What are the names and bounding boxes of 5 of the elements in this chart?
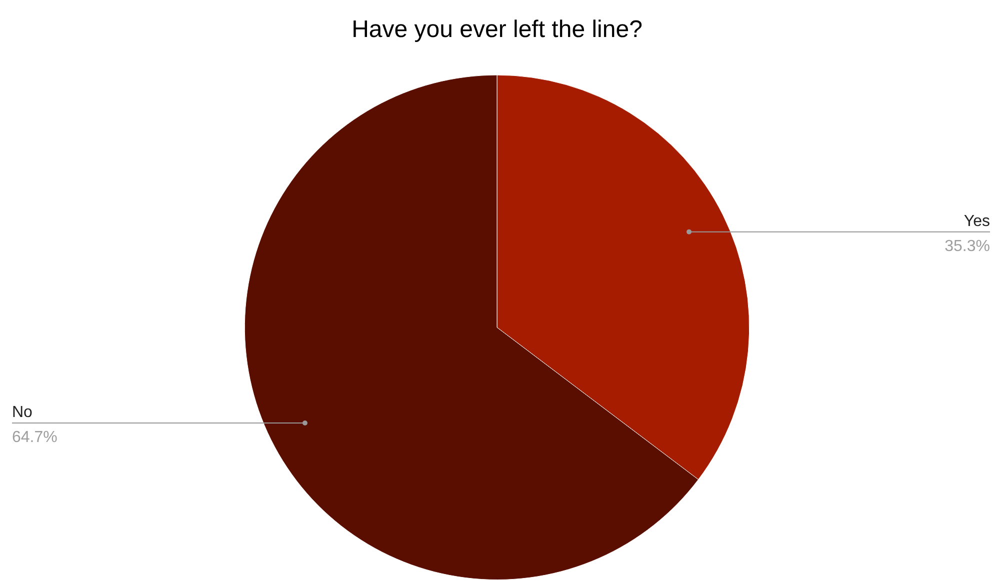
chart-title: Have you ever left the line? [352,16,642,44]
data-label: 64.7% [12,428,58,446]
data-label: 35.3% [944,238,990,255]
slice-label: Yes [964,212,990,230]
slice-label: No [12,404,33,421]
